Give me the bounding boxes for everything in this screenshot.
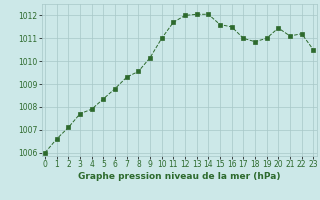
X-axis label: Graphe pression niveau de la mer (hPa): Graphe pression niveau de la mer (hPa) <box>78 172 280 181</box>
